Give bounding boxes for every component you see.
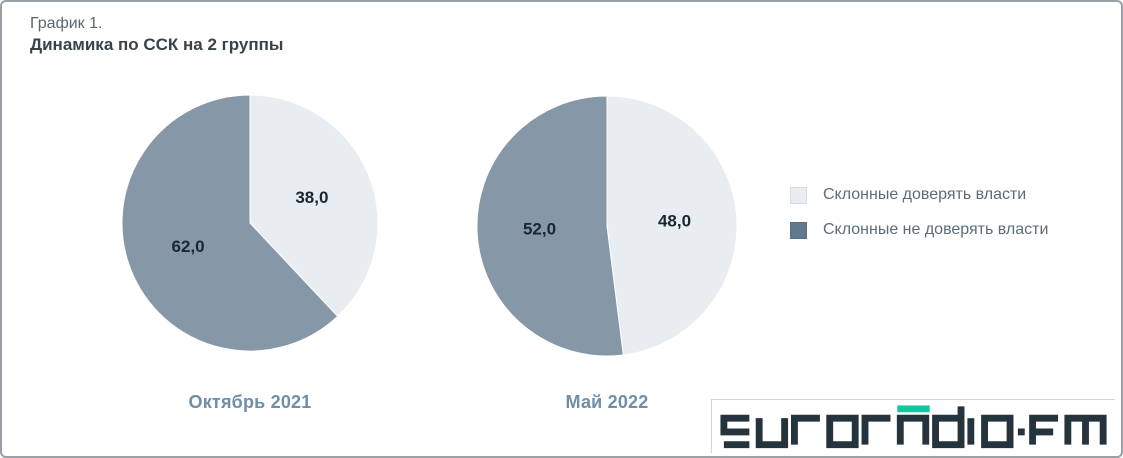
euroradio-logo: euroradio·fm xyxy=(711,399,1115,453)
chart-kicker: График 1. xyxy=(30,15,103,32)
pie-value-label: 48,0 xyxy=(658,211,691,230)
legend-item-trust: Склонные доверять власти xyxy=(790,186,1048,204)
pie-slice xyxy=(476,95,624,357)
legend-swatch-trust xyxy=(790,186,807,204)
legend-item-no-trust: Склонные не доверять власти xyxy=(790,221,1048,239)
pie-slice xyxy=(249,94,379,318)
logo-dot xyxy=(1017,427,1025,435)
pie-caption-may-2022: Май 2022 xyxy=(565,392,649,412)
legend-swatch-no-trust xyxy=(790,221,807,239)
pie-slice xyxy=(606,95,738,356)
logo-accent-bar xyxy=(896,404,930,412)
pie-value-label: 62,0 xyxy=(172,237,205,256)
pie-value-label: 38,0 xyxy=(295,188,328,207)
pie-chart-october-2021: 38,0 62,0 xyxy=(120,93,380,353)
euroradio-logo-graphic xyxy=(719,404,1107,448)
pie-value-label: 52,0 xyxy=(523,220,556,239)
pie-caption-october-2021: Октябрь 2021 xyxy=(188,392,312,412)
chart-header: График 1. Динамика по ССК на 2 группы xyxy=(30,14,283,56)
pie-slice xyxy=(121,94,339,352)
legend-label-no-trust: Склонные не доверять власти xyxy=(823,221,1049,238)
pie-chart-may-2022: 48,0 52,0 xyxy=(475,94,739,358)
legend: Склонные доверять власти Склонные не дов… xyxy=(790,186,1048,256)
legend-label-trust: Склонные доверять власти xyxy=(823,186,1027,203)
chart-title: Динамика по ССК на 2 группы xyxy=(30,35,284,54)
